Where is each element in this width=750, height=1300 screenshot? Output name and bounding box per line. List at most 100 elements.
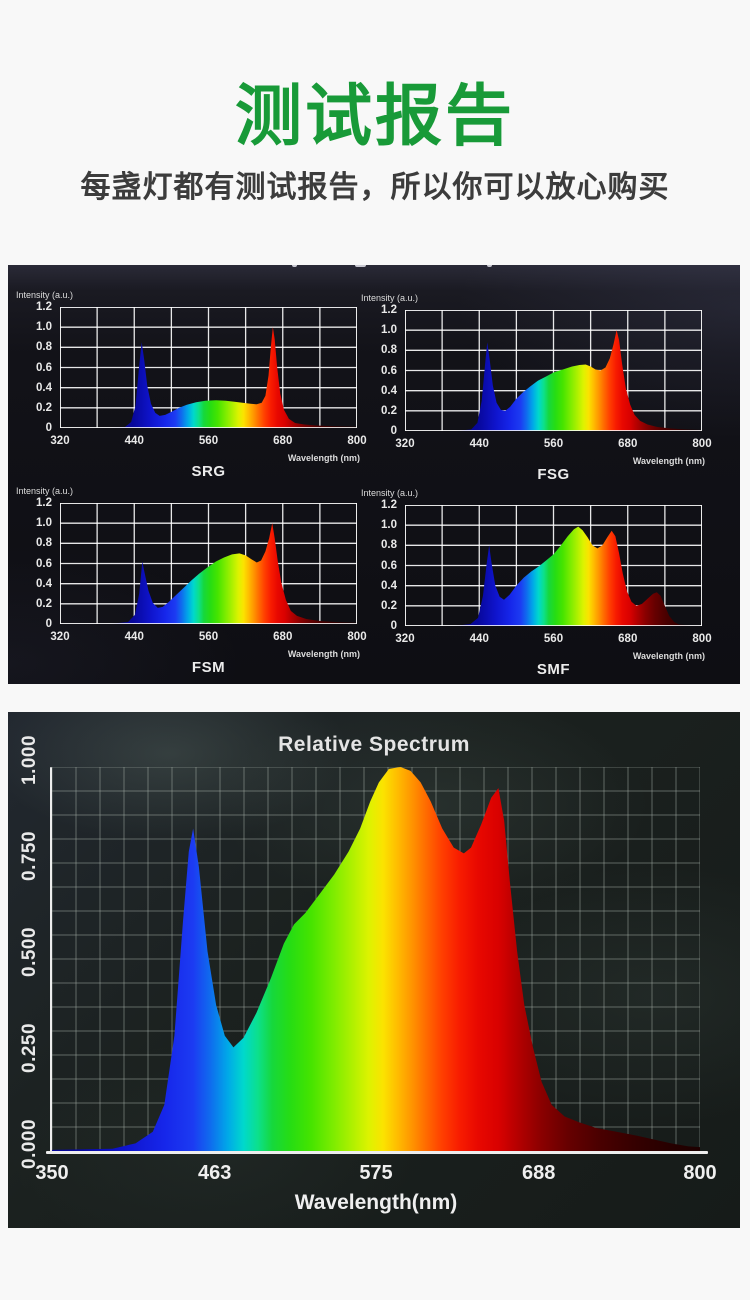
x-axis-ticks: 320 440 560 680 800 [395,633,711,647]
spectrum-curve [109,523,357,624]
spectrum-curve [454,330,702,431]
y-tick-label: 0.2 [36,401,52,414]
y-tick-label: 0 [45,422,52,434]
spectrum-chart-fsg: Intensity (a.u.) 1.2 1.0 0.8 0.6 0.4 0.2 0 320 44… [355,268,712,487]
y-tick-label: 0.250 [19,1022,40,1073]
plot-area [405,310,702,431]
y-tick-label: 1.0 [36,517,52,530]
x-tick-label: 680 [618,438,638,450]
spectrum-area-svg [405,310,702,431]
chart-title: Relative Spectrum [278,733,470,756]
x-axis-label: Wavelength(nm) [294,1191,458,1214]
y-tick-label: 0.750 [19,830,40,881]
spectrum-chart-srg: Intensity (a.u.) 1.2 1.0 0.8 0.6 0.4 0.2 0 320 44… [10,265,367,484]
chart-title: FSG [537,466,570,483]
x-axis-ticks: 320 440 560 680 800 [50,631,366,645]
plot-area [52,767,700,1151]
x-tick-label: 320 [395,633,415,645]
x-axis-ticks: 320 440 560 680 800 [395,438,711,452]
x-axis-label: Wavelength (nm) [287,453,360,463]
x-tick-label: 680 [273,435,293,447]
y-tick-label: 0.4 [381,384,397,397]
y-axis-ticks: 1.2 1.0 0.8 0.6 0.4 0.2 0 [10,497,52,630]
y-tick-label: 0 [45,618,52,630]
y-axis-label: Intensity (a.u.) [361,488,419,498]
x-tick-label: 440 [124,435,144,447]
x-axis-ticks: 320 440 560 680 800 [50,435,366,449]
y-tick-label: 1.0 [381,324,397,337]
x-tick-label: 320 [395,438,415,450]
test-report-four-chart-panel: Intensity (a.u.) 1.2 1.0 0.8 0.6 0.4 0.2 0 320 44… [8,265,740,684]
x-tick-label: 800 [683,1162,717,1184]
y-tick-label: 0.6 [381,559,397,572]
x-tick-label: 680 [618,633,638,645]
relative-spectrum-panel: 1.000 0.750 0.500 0.250 0.000 350 463 575 688 800… [8,712,740,1228]
x-axis-label: Wavelength (nm) [287,649,360,659]
x-tick-label: 688 [522,1162,556,1184]
y-axis-ticks: 1.000 0.750 0.500 0.250 0.000 [12,735,48,1169]
spectrum-chart-fsm: Intensity (a.u.) 1.2 1.0 0.8 0.6 0.4 0.2 0 320 44… [10,461,367,680]
x-tick-label: 440 [124,631,144,643]
y-tick-label: 1.2 [381,499,397,511]
y-axis-label: Intensity (a.u.) [16,486,74,496]
y-tick-label: 1.0 [36,321,52,334]
x-axis-ticks: 350 463 575 688 800 [35,1162,716,1184]
plot-area [60,307,357,428]
relative-spectrum-chart: 1.000 0.750 0.500 0.250 0.000 350 463 575 688 800… [8,712,740,1228]
y-tick-label: 0.8 [36,341,52,354]
y-tick-label: 0.2 [381,599,397,612]
spectrum-curve [454,526,702,626]
y-tick-label: 0.2 [381,404,397,417]
chart-title: SMF [536,661,571,678]
x-tick-label: 560 [543,633,564,645]
cropped-title-remnant [487,265,492,267]
cropped-title-remnant [292,265,297,267]
y-axis-label: Intensity (a.u.) [361,293,419,303]
x-tick-label: 800 [347,631,367,643]
y-axis-ticks: 1.2 1.0 0.8 0.6 0.4 0.2 0 [10,301,52,434]
x-tick-label: 440 [469,633,489,645]
page-subtitle: 每盏灯都有测试报告，所以你可以放心购买 [80,171,670,204]
chart-title: FSM [191,659,226,676]
y-tick-label: 0.2 [36,597,52,610]
y-tick-label: 0.6 [381,364,397,377]
y-tick-label: 0.6 [36,361,52,374]
x-axis-line [46,1151,708,1154]
cropped-title-remnant [355,265,366,267]
y-tick-label: 0.4 [36,381,52,394]
y-tick-label: 1.0 [381,519,397,532]
x-tick-label: 680 [273,631,293,643]
y-tick-label: 0.500 [19,926,40,977]
spectrum-chart-smf: Intensity (a.u.) 1.2 1.0 0.8 0.6 0.4 0.2 0 320 44… [355,463,712,682]
plot-area [60,503,357,624]
y-tick-label: 0.8 [381,344,397,357]
y-tick-label: 0 [390,620,397,632]
x-axis-label: Wavelength (nm) [632,456,705,466]
y-tick-label: 0.4 [36,577,52,590]
page-title: 测试报告 [235,79,515,154]
spectrum-curve [109,327,357,428]
y-tick-label: 1.2 [36,497,52,509]
spectrum-area-svg [60,307,357,428]
plot-area [405,505,702,626]
y-tick-label: 1.2 [381,304,397,316]
y-tick-label: 0.4 [381,579,397,592]
x-tick-label: 800 [692,438,712,450]
x-tick-label: 440 [469,438,489,450]
spectrum-area-svg [52,767,700,1151]
x-tick-label: 800 [347,435,367,447]
x-axis-label: Wavelength (nm) [632,651,705,661]
y-axis-line [50,767,52,1154]
x-tick-label: 320 [50,631,70,643]
spectrum-curve [52,767,700,1151]
x-tick-label: 350 [35,1162,69,1184]
x-tick-label: 560 [198,631,219,643]
y-axis-ticks: 1.2 1.0 0.8 0.6 0.4 0.2 0 [355,499,397,632]
x-tick-label: 575 [359,1162,393,1184]
x-tick-label: 463 [198,1162,232,1184]
x-tick-label: 560 [198,435,219,447]
y-tick-label: 0.6 [36,557,52,570]
y-tick-label: 0 [390,425,397,437]
y-tick-label: 1.2 [36,301,52,313]
y-axis-label: Intensity (a.u.) [16,290,74,300]
